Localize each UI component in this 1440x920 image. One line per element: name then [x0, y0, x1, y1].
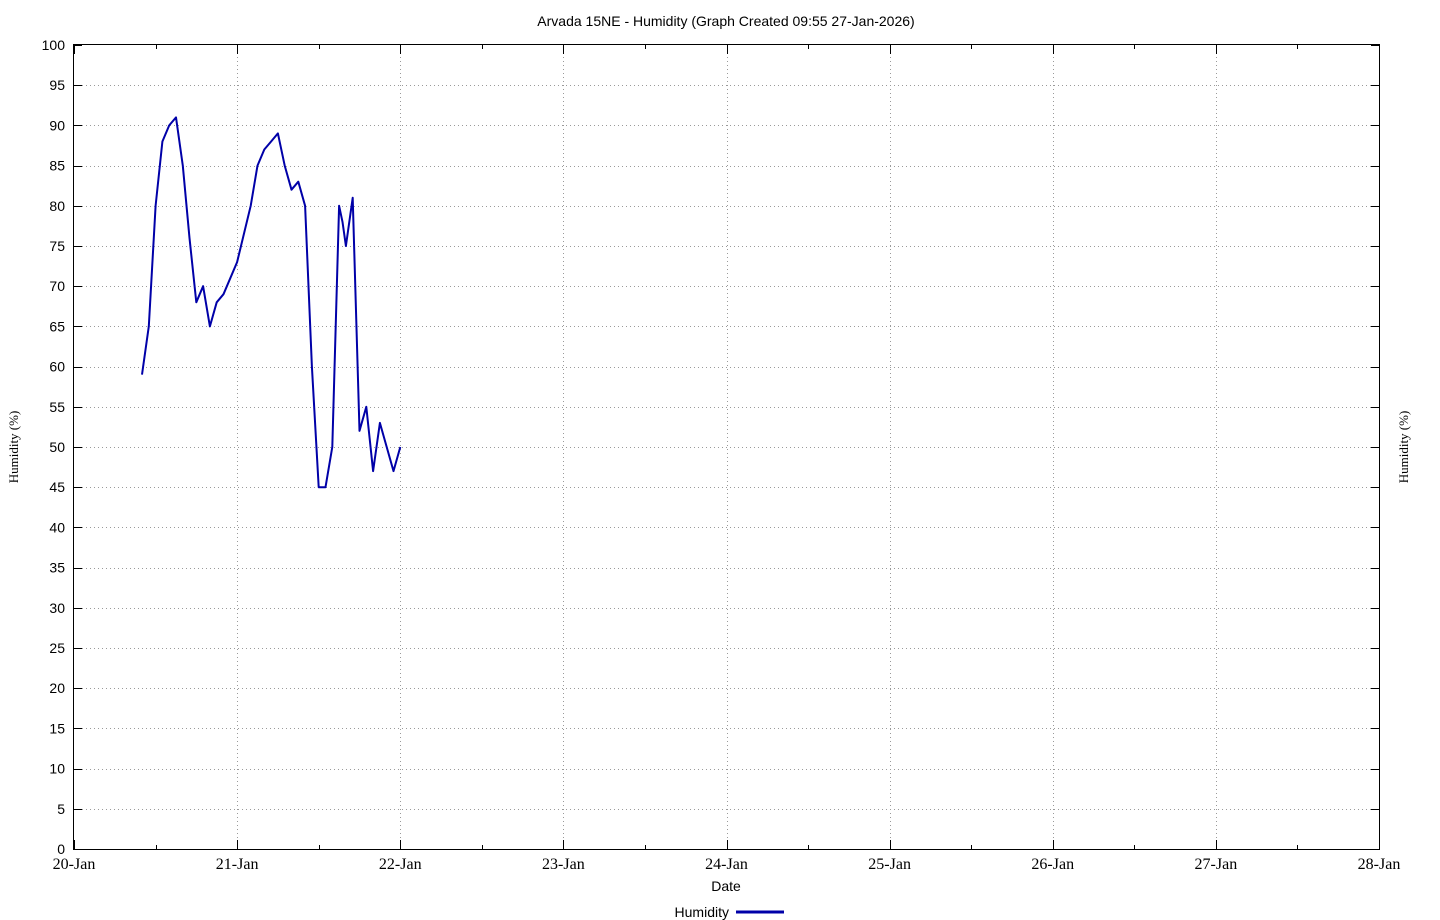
y-tick-label: 30 — [49, 600, 65, 616]
y-tick-label: 15 — [49, 720, 65, 736]
y-tick-label: 50 — [49, 439, 65, 455]
x-tick-label: 20-Jan — [53, 856, 96, 873]
x-tick-label: 22-Jan — [379, 856, 422, 873]
y-axis-ticks: 0 5 10 15 20 25 30 35 40 45 50 55 60 65 70 75 80 85 90 95 10… — [42, 37, 1379, 857]
y-tick-label: 80 — [49, 198, 65, 214]
x-tick-label: 23-Jan — [542, 856, 585, 873]
y-tick-label: 65 — [49, 318, 65, 334]
y-tick-label: 60 — [49, 359, 65, 375]
x-tick-label: 24-Jan — [705, 856, 748, 873]
y-tick-label: 55 — [49, 399, 65, 415]
series-layer — [141, 116, 402, 489]
y-tick-label: 10 — [49, 761, 65, 777]
x-tick-label: 26-Jan — [1031, 856, 1074, 873]
y-tick-label: 5 — [57, 801, 65, 817]
grid-lines — [74, 45, 1379, 849]
y-tick-label: 0 — [57, 841, 65, 857]
x-tick-label: 27-Jan — [1195, 856, 1238, 873]
series-line-humidity — [141, 116, 402, 489]
legend-label: Humidity — [675, 904, 729, 920]
y-tick-label: 35 — [49, 560, 65, 576]
y-axis-label-left: Humidity (%) — [6, 411, 21, 484]
y-tick-label: 20 — [49, 680, 65, 696]
x-tick-label: 21-Jan — [216, 856, 259, 873]
y-tick-label: 40 — [49, 519, 65, 535]
plot-frame — [73, 44, 1380, 850]
y-tick-label: 70 — [49, 278, 65, 294]
y-tick-label: 25 — [49, 640, 65, 656]
legend: Humidity — [675, 904, 784, 920]
chart-title: Arvada 15NE - Humidity (Graph Created 09… — [537, 13, 914, 29]
y-tick-label: 95 — [49, 77, 65, 93]
y-tick-label: 45 — [49, 479, 65, 495]
y-tick-label: 90 — [49, 117, 65, 133]
y-axis-label-right: Humidity (%) — [1396, 411, 1411, 484]
x-axis-label: Date — [711, 878, 741, 894]
x-axis-ticks: 20-Jan 21-Jan 22-Jan 23-Jan 24-Jan 25-Jan 26-J… — [53, 45, 1401, 873]
y-tick-label: 85 — [49, 158, 65, 174]
y-tick-label: 100 — [42, 37, 66, 53]
y-tick-label: 75 — [49, 238, 65, 254]
x-tick-label: 28-Jan — [1358, 856, 1401, 873]
x-tick-label: 25-Jan — [868, 856, 911, 873]
